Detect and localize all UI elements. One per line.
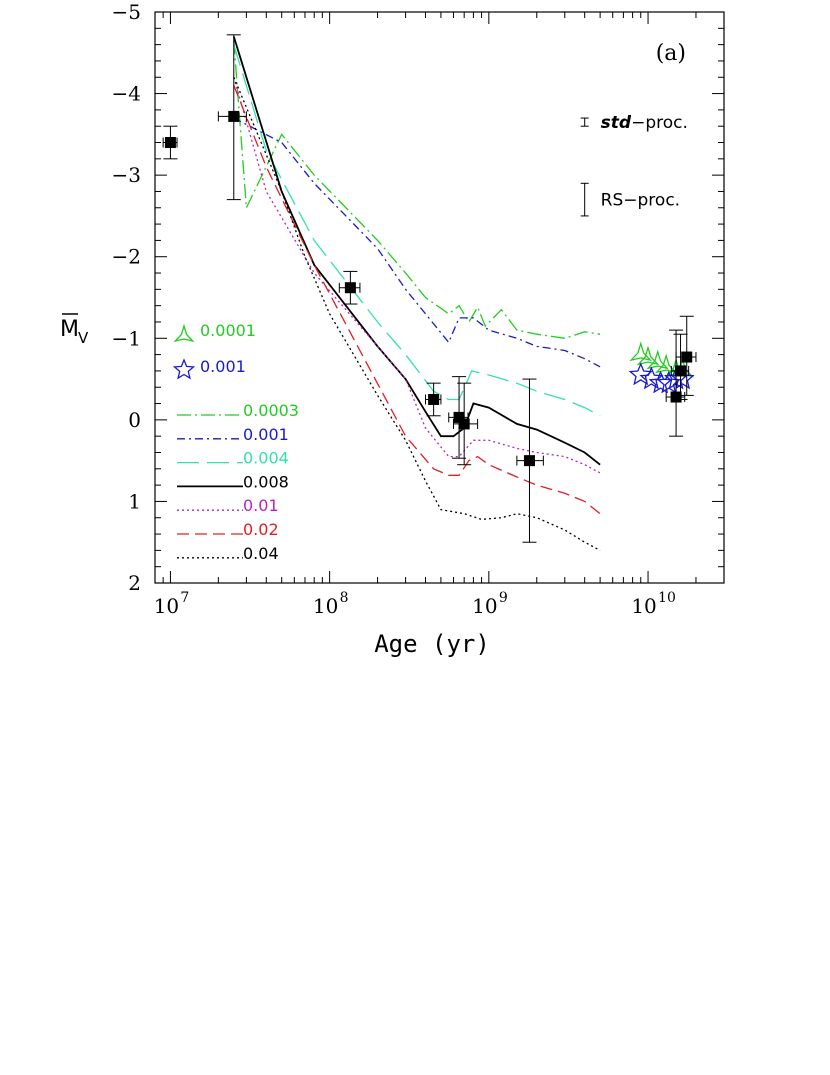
- y-tick-label: −4: [112, 82, 141, 106]
- star-marker: [670, 366, 695, 390]
- y-axis-title-sub: V: [78, 329, 89, 347]
- error-bar-annotation: RS−proc.: [580, 182, 680, 217]
- star-marker: [628, 362, 653, 386]
- y-tick-label: 2: [128, 571, 141, 595]
- square-marker: [670, 391, 682, 403]
- x-tick-label-base: 10: [313, 594, 338, 618]
- data-point: [424, 382, 442, 417]
- x-tick-label-exponent: 10: [658, 590, 676, 606]
- marker-layer: [628, 341, 695, 394]
- square-marker: [228, 110, 240, 122]
- star-marker: [648, 370, 673, 394]
- legend-label: 0.001: [200, 357, 246, 376]
- data-point: [162, 125, 178, 160]
- legend-label: 0.01: [243, 496, 279, 515]
- tri-star-marker: [629, 341, 653, 362]
- legend-label: 0.008: [243, 472, 289, 491]
- data-point: [338, 270, 361, 305]
- x-axis: 10 7 10 8 10 9 10 10: [154, 12, 725, 618]
- series-line-0.008: [232, 36, 601, 466]
- square-marker: [681, 351, 693, 363]
- x-axis-title: Age (yr): [374, 630, 490, 658]
- plot-frame: [154, 11, 725, 584]
- y-tick-label: −3: [112, 163, 141, 187]
- legend-item-0.008: 0.008: [177, 472, 289, 491]
- data-point: [516, 378, 544, 543]
- series-line-0.001: [233, 117, 601, 368]
- legend-item-0.04: 0.04: [177, 544, 279, 563]
- panel-label: (a): [656, 41, 686, 66]
- y-tick-label: 0: [128, 408, 141, 432]
- data-point: [670, 333, 690, 400]
- annotation-label-italic: std: [601, 113, 632, 133]
- legend-tri-star-icon: [173, 323, 195, 343]
- y-tick-label: 1: [128, 489, 141, 513]
- y-axis: −5 −4 −3 −2 −1 0 1 2: [112, 0, 724, 595]
- series-line-0.02: [233, 85, 601, 515]
- legend-item-0.02: 0.02: [177, 520, 279, 539]
- x-tick-label: 10 10: [631, 590, 676, 618]
- x-tick-label: 10 7: [154, 590, 190, 618]
- x-tick-label-exponent: 8: [340, 590, 349, 606]
- x-tick-label-base: 10: [472, 594, 497, 618]
- square-marker: [344, 282, 356, 294]
- x-tick-label-exponent: 9: [499, 590, 508, 606]
- data-point: [453, 382, 479, 466]
- square-marker: [675, 365, 687, 377]
- legend: 0.0001 0.001 0.0003 0.001 0.004 0.008 0.01 0.02…: [172, 321, 299, 563]
- annotation-layer: std−proc. RS−proc.: [580, 113, 688, 217]
- square-marker: [164, 137, 176, 149]
- y-axis-title: M V: [60, 313, 89, 347]
- data-point-layer: [162, 34, 697, 543]
- y-tick-label: −1: [112, 326, 141, 350]
- annotation-label: std−proc.: [601, 113, 688, 133]
- tri-star-marker: [654, 353, 678, 374]
- legend-label: 0.0003: [243, 401, 299, 420]
- square-marker: [523, 455, 535, 467]
- series-line-0.004: [233, 44, 601, 417]
- legend-item-0.0003: 0.0003: [177, 401, 299, 420]
- tri-star-marker: [646, 349, 670, 370]
- series-line-0.01: [233, 77, 601, 474]
- annotation-label-rest: RS−proc.: [601, 191, 680, 211]
- legend-star-icon: [172, 358, 196, 380]
- y-tick-label: −2: [112, 245, 141, 269]
- x-tick-label-exponent: 7: [180, 590, 189, 606]
- square-marker: [453, 411, 465, 423]
- annotation-label: RS−proc.: [601, 191, 680, 211]
- data-point: [665, 329, 686, 437]
- error-bar-annotation: std−proc.: [580, 113, 688, 133]
- plot-border: [154, 11, 725, 584]
- square-marker: [428, 393, 440, 405]
- y-axis-title-main: M: [60, 317, 79, 342]
- x-tick-label: 10 9: [472, 590, 508, 618]
- legend-label: 0.04: [243, 544, 279, 563]
- legend-label: 0.004: [243, 449, 289, 468]
- legend-item-marker-0.001: 0.001: [172, 357, 246, 380]
- x-tick-label-base: 10: [154, 594, 179, 618]
- legend-label: 0.001: [243, 425, 289, 444]
- tri-star-marker: [636, 345, 660, 366]
- square-marker: [458, 418, 470, 430]
- legend-label: 0.02: [243, 520, 279, 539]
- data-point: [448, 376, 469, 459]
- legend-item-marker-0.0001: 0.0001: [173, 321, 256, 343]
- annotation-label-rest: −proc.: [631, 113, 688, 133]
- legend-item-0.004: 0.004: [177, 449, 289, 468]
- series-line-0.0003: [233, 40, 601, 339]
- legend-item-0.01: 0.01: [177, 496, 279, 515]
- data-point: [217, 34, 247, 201]
- y-tick-label: −5: [112, 0, 141, 24]
- x-tick-label: 10 8: [313, 590, 349, 618]
- data-point: [675, 315, 697, 396]
- x-tick-label-base: 10: [631, 594, 656, 618]
- legend-item-0.001: 0.001: [177, 425, 289, 444]
- legend-label: 0.0001: [200, 321, 256, 340]
